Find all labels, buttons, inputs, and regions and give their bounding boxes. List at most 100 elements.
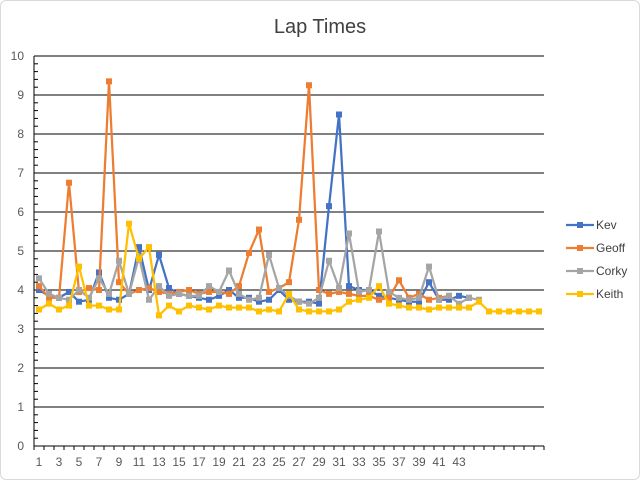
- data-point-corky: [276, 285, 282, 292]
- data-point-geoff: [336, 288, 342, 295]
- data-point-geoff: [426, 296, 432, 303]
- data-point-keith: [436, 304, 442, 311]
- data-point-geoff: [86, 285, 92, 292]
- x-tick-label: 35: [372, 455, 386, 469]
- y-tick-label: 6: [17, 205, 24, 219]
- data-point-kev: [216, 292, 222, 299]
- x-tick-label: 15: [172, 455, 186, 469]
- legend-marker-corky: [577, 268, 583, 274]
- data-point-corky: [186, 292, 192, 299]
- y-tick-label: 10: [11, 49, 25, 63]
- data-point-kev: [36, 287, 42, 293]
- data-point-corky: [216, 288, 222, 295]
- data-point-kev: [286, 296, 292, 303]
- data-point-keith: [196, 304, 202, 311]
- data-point-kev: [156, 251, 162, 258]
- data-point-corky: [326, 257, 332, 264]
- data-point-keith: [426, 306, 432, 313]
- data-point-kev: [266, 296, 272, 303]
- data-point-keith: [136, 255, 142, 262]
- legend-marker-kev: [577, 222, 583, 228]
- data-point-geoff: [396, 277, 402, 284]
- data-point-keith: [506, 308, 512, 315]
- data-point-kev: [226, 287, 232, 293]
- x-tick-label: 29: [312, 455, 326, 469]
- x-tick-label: 25: [272, 455, 286, 469]
- data-point-keith: [516, 308, 522, 315]
- data-point-keith: [526, 308, 532, 315]
- data-point-kev: [66, 288, 72, 295]
- x-tick-label: 7: [96, 455, 103, 469]
- data-point-keith: [396, 302, 402, 309]
- data-point-keith: [206, 306, 212, 313]
- y-tick-label: 8: [17, 127, 24, 141]
- y-tick-label: 0: [17, 439, 24, 453]
- data-point-geoff: [66, 179, 72, 186]
- data-point-keith: [236, 304, 242, 311]
- data-point-keith: [286, 290, 292, 297]
- data-point-corky: [396, 294, 402, 301]
- data-point-keith: [216, 302, 222, 309]
- data-point-geoff: [186, 287, 192, 293]
- data-point-corky: [346, 230, 352, 237]
- data-point-geoff: [386, 294, 392, 301]
- data-point-geoff: [416, 290, 422, 297]
- legend-marker-geoff: [577, 245, 583, 251]
- x-tick-label: 9: [116, 455, 123, 469]
- data-point-corky: [446, 292, 452, 299]
- data-point-kev: [236, 294, 242, 301]
- data-point-keith: [266, 306, 272, 313]
- data-point-keith: [356, 296, 362, 303]
- data-point-kev: [326, 203, 332, 210]
- data-point-geoff: [146, 285, 152, 292]
- data-point-geoff: [46, 294, 52, 301]
- x-tick-label: 31: [332, 455, 346, 469]
- data-point-corky: [366, 287, 372, 293]
- data-point-corky: [116, 257, 122, 264]
- data-point-keith: [226, 304, 232, 311]
- data-point-geoff: [156, 288, 162, 295]
- data-point-geoff: [36, 283, 42, 290]
- series-line-geoff: [38, 80, 450, 301]
- data-point-corky: [386, 288, 392, 295]
- data-point-keith: [326, 308, 332, 315]
- legend-label-corky: Corky: [596, 264, 627, 278]
- data-point-geoff: [306, 82, 312, 89]
- x-tick-label: 5: [76, 455, 83, 469]
- data-point-keith: [366, 294, 372, 301]
- x-tick-label: 39: [412, 455, 426, 469]
- data-point-kev: [426, 279, 432, 286]
- data-point-geoff: [326, 290, 332, 297]
- x-tick-label: 21: [232, 455, 246, 469]
- x-tick-label: 11: [133, 455, 146, 469]
- data-point-corky: [76, 287, 82, 293]
- data-point-corky: [156, 283, 162, 290]
- data-point-keith: [66, 302, 72, 309]
- data-point-keith: [486, 308, 492, 315]
- data-point-kev: [446, 296, 452, 303]
- data-point-geoff: [116, 279, 122, 286]
- x-tick-label: 41: [432, 455, 446, 469]
- x-tick-label: 27: [292, 455, 306, 469]
- data-point-geoff: [286, 279, 292, 286]
- data-point-keith: [316, 308, 322, 315]
- data-point-corky: [176, 290, 182, 297]
- data-point-keith: [446, 304, 452, 311]
- x-tick-label: 43: [452, 455, 466, 469]
- data-point-corky: [106, 290, 112, 297]
- data-point-corky: [36, 275, 42, 282]
- data-point-corky: [436, 296, 442, 303]
- data-point-corky: [456, 300, 462, 307]
- data-point-keith: [176, 308, 182, 315]
- x-tick-label: 3: [56, 455, 63, 469]
- data-point-kev: [346, 283, 352, 290]
- data-point-corky: [316, 294, 322, 301]
- data-point-keith: [406, 304, 412, 311]
- data-point-keith: [166, 302, 172, 309]
- y-tick-label: 2: [17, 361, 24, 375]
- data-point-corky: [226, 267, 232, 274]
- x-tick-label: 23: [252, 455, 266, 469]
- data-point-keith: [416, 304, 422, 311]
